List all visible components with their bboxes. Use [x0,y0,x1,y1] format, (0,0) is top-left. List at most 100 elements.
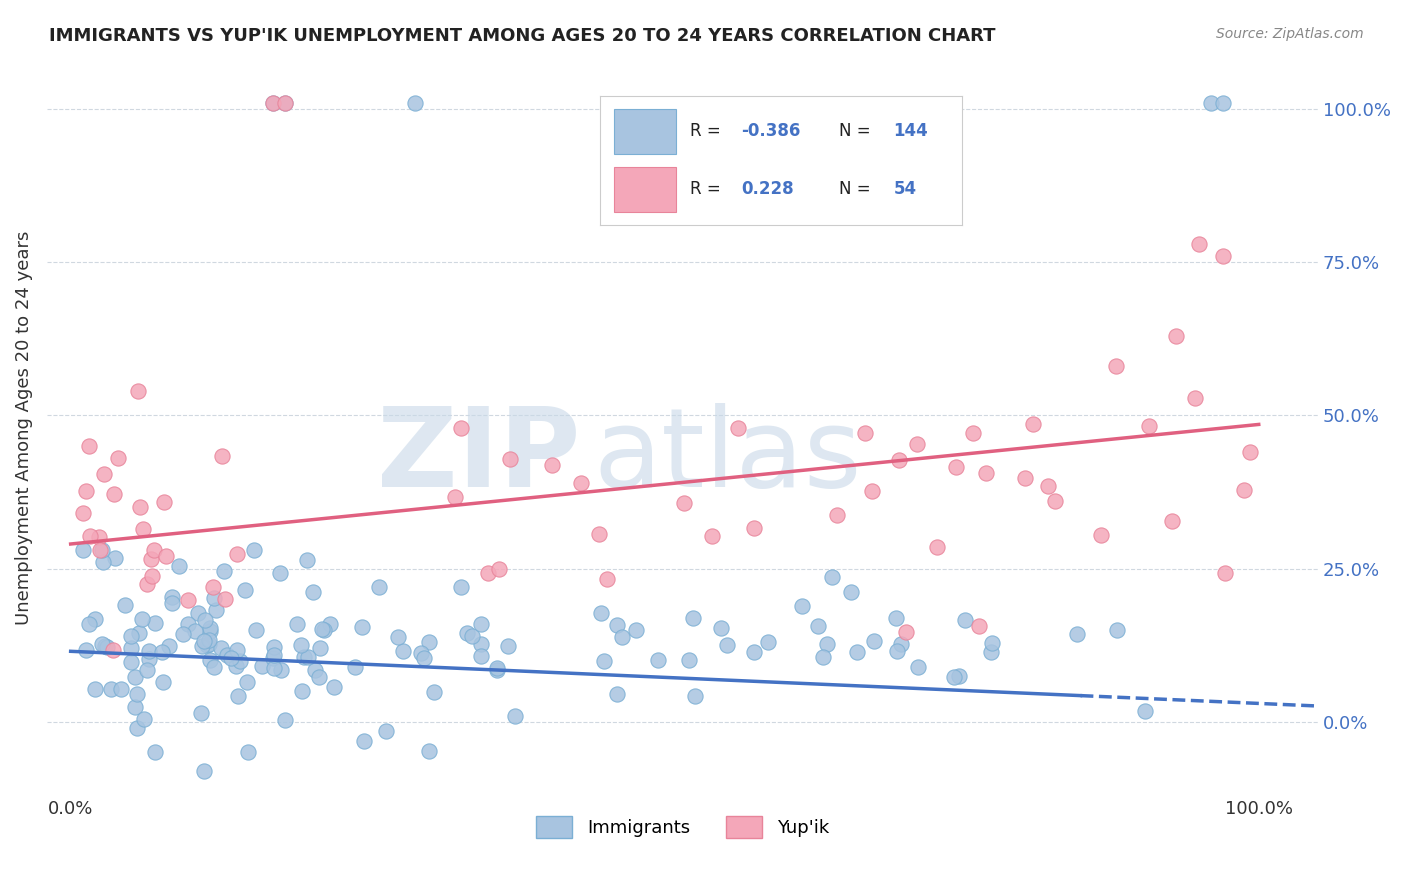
Point [212,564,235,578]
Point [1090,528,1112,542]
Text: Source: ZipAtlas.com: Source: ZipAtlas.com [1216,27,1364,41]
Point [962,425,984,440]
Point [302,584,325,599]
Point [404,95,426,110]
Point [262,95,284,110]
Point [177,593,200,607]
Point [673,496,696,510]
Point [461,629,484,643]
Point [155,549,177,564]
Point [683,690,706,704]
Point [470,649,492,664]
Point [107,451,129,466]
Point [236,745,259,759]
Point [292,650,315,665]
Point [136,577,159,591]
Point [221,650,243,665]
Point [263,648,285,663]
Point [498,452,520,467]
Point [153,495,176,509]
Point [727,421,749,435]
Point [131,612,153,626]
Point [87,530,110,544]
Point [967,619,990,633]
Point [485,661,508,675]
Point [948,668,970,682]
Point [496,639,519,653]
Point [198,653,221,667]
Point [322,680,344,694]
Point [700,529,723,543]
Point [190,639,212,653]
Point [297,649,319,664]
Point [612,630,634,644]
Point [79,529,101,543]
Point [1022,417,1045,431]
Point [72,507,94,521]
Point [127,384,149,398]
Point [647,653,669,667]
Point [488,562,510,576]
Point [1233,483,1256,498]
Point [75,643,97,657]
Point [143,615,166,630]
Point [103,487,125,501]
Point [450,421,472,435]
Point [94,639,117,653]
Point [678,653,700,667]
Point [387,630,409,644]
Point [470,637,492,651]
Point [114,599,136,613]
Point [886,643,908,657]
Point [470,617,492,632]
Point [606,687,628,701]
Point [813,650,835,665]
Point [927,541,949,555]
Point [101,643,124,657]
Point [742,521,765,535]
Text: atlas: atlas [593,403,862,510]
Point [77,617,100,632]
Point [1105,624,1128,638]
Point [1043,493,1066,508]
Point [353,734,375,748]
Point [72,543,94,558]
Point [211,449,233,463]
Text: ZIP: ZIP [377,403,581,510]
Point [100,681,122,696]
Point [756,635,779,649]
Point [193,633,215,648]
Point [243,543,266,558]
Point [1135,704,1157,718]
Point [290,638,312,652]
Point [418,743,440,757]
Point [624,624,647,638]
Point [96,640,118,654]
Point [1137,418,1160,433]
Point [157,639,180,653]
Point [1105,359,1128,374]
Point [200,622,222,636]
Point [291,684,314,698]
Point [262,650,284,665]
Point [1199,95,1222,110]
Point [177,616,200,631]
Point [128,625,150,640]
Point [270,663,292,677]
Point [409,646,432,660]
Point [263,640,285,654]
Point [214,592,236,607]
Point [84,681,107,696]
Point [503,709,526,723]
Point [89,542,111,557]
Point [160,595,183,609]
Point [350,619,373,633]
Point [368,580,391,594]
Point [887,453,910,467]
Point [83,612,105,626]
Point [443,490,465,504]
Point [591,606,613,620]
Point [138,652,160,666]
Point [588,527,610,541]
Point [863,633,886,648]
